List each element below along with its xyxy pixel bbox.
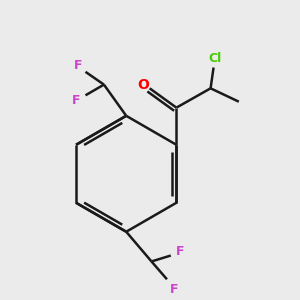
Text: O: O	[137, 78, 149, 92]
Text: F: F	[74, 59, 82, 72]
Text: F: F	[71, 94, 80, 107]
Text: F: F	[169, 283, 178, 296]
Text: F: F	[176, 245, 184, 258]
Text: Cl: Cl	[208, 52, 222, 65]
